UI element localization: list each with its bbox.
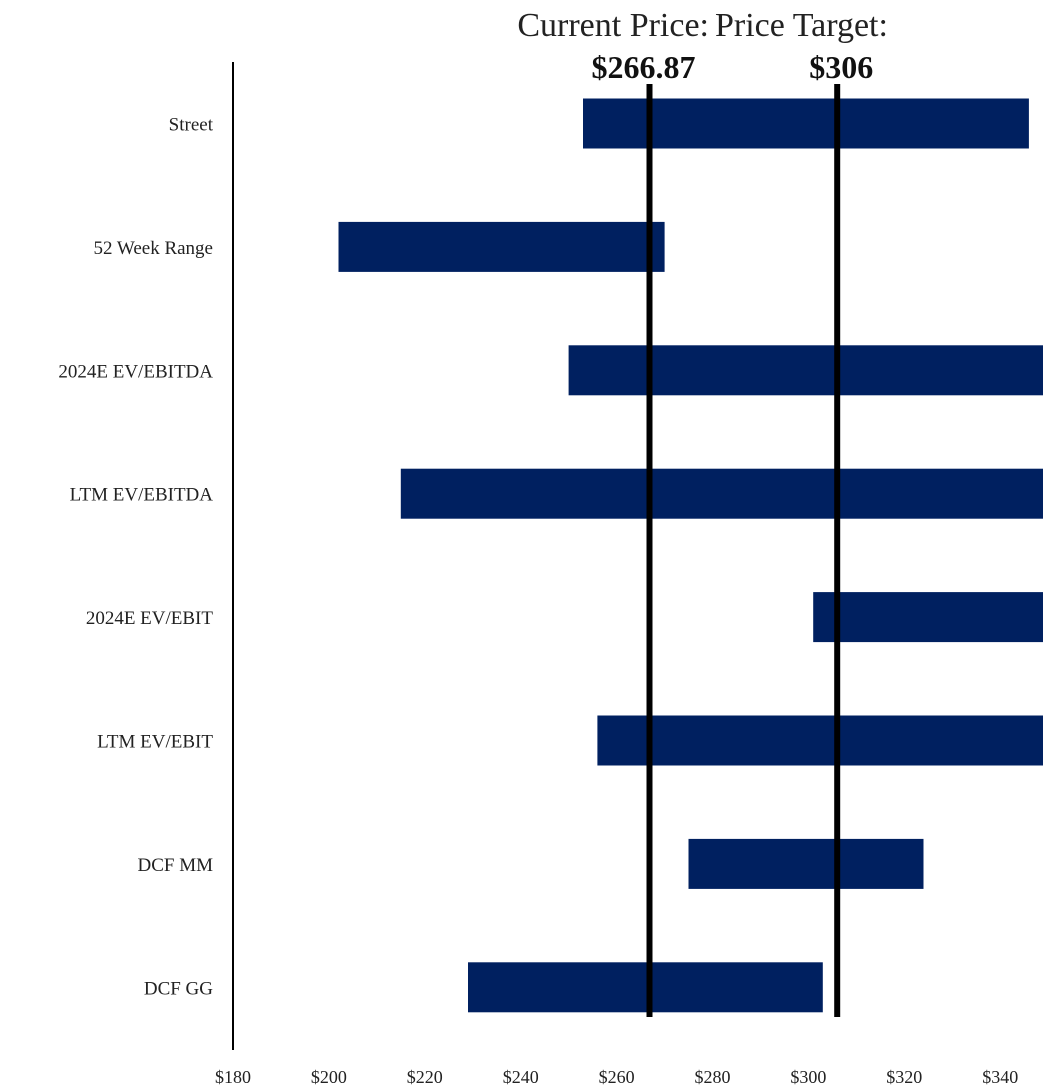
x-tick-label: $320 bbox=[886, 1067, 922, 1087]
reference-labels: Current Price: $266.87 Price Target: $306 bbox=[517, 7, 888, 85]
x-tick-label: $260 bbox=[599, 1067, 635, 1087]
category-label: DCF MM bbox=[138, 855, 214, 876]
bar-dcf-mm bbox=[688, 838, 924, 889]
category-label: DCF GG bbox=[144, 978, 213, 999]
price-target-value: $306 bbox=[809, 49, 873, 85]
category-labels: Street 52 Week Range 2024E EV/EBITDA LTM EV… bbox=[58, 115, 213, 1000]
category-label: 2024E EV/EBIT bbox=[86, 608, 214, 629]
price-target-title: Price Target: bbox=[715, 7, 888, 44]
bars-group bbox=[338, 98, 1043, 1013]
bar-ltm-ev-ebit bbox=[597, 715, 1043, 766]
bar-dcf-gg bbox=[468, 962, 823, 1013]
category-label: 52 Week Range bbox=[94, 238, 213, 259]
current-price-value: $266.87 bbox=[592, 49, 696, 85]
category-label: LTM EV/EBITDA bbox=[70, 485, 214, 506]
x-tick-labels: $180 $200 $220 $240 $260 $280 $300 $320 $340 bbox=[215, 1067, 1018, 1087]
x-tick-label: $220 bbox=[407, 1067, 443, 1087]
category-label: LTM EV/EBIT bbox=[97, 732, 213, 753]
bar-ltm-ev-ebitda bbox=[400, 468, 1043, 519]
x-tick-label: $200 bbox=[311, 1067, 347, 1087]
current-price-title: Current Price: bbox=[517, 7, 709, 44]
reference-lines bbox=[646, 84, 841, 1017]
bar-2024e-ev-ebitda bbox=[568, 345, 1043, 396]
x-tick-label: $300 bbox=[790, 1067, 826, 1087]
bar-street bbox=[583, 98, 1029, 149]
bar-2024e-ev-ebit bbox=[813, 592, 1043, 643]
x-tick-label: $280 bbox=[695, 1067, 731, 1087]
x-tick-label: $180 bbox=[215, 1067, 251, 1087]
bar-52-week-range bbox=[338, 221, 665, 272]
category-label: 2024E EV/EBITDA bbox=[58, 361, 213, 382]
category-label: Street bbox=[169, 115, 214, 136]
x-tick-label: $340 bbox=[982, 1067, 1018, 1087]
x-tick-label: $240 bbox=[503, 1067, 539, 1087]
